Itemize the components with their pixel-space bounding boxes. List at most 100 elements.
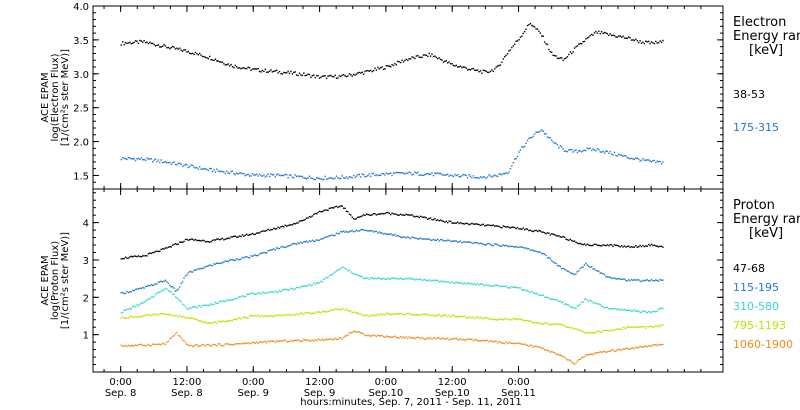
data-point (341, 266, 343, 268)
data-point (481, 177, 483, 179)
data-point (314, 312, 316, 314)
data-point (478, 284, 480, 286)
data-point (273, 227, 275, 230)
data-point (595, 243, 597, 246)
data-point (425, 173, 427, 175)
data-point (522, 227, 524, 229)
data-point (515, 157, 517, 160)
data-point (573, 47, 576, 49)
data-point (640, 311, 643, 313)
data-point (419, 314, 422, 316)
data-point (543, 322, 546, 324)
data-point (146, 41, 148, 43)
data-point (345, 334, 348, 337)
data-point (639, 160, 641, 162)
data-point (462, 338, 465, 341)
data-point (203, 322, 205, 324)
data-point (586, 37, 589, 39)
data-point (559, 57, 561, 59)
data-point (551, 298, 553, 301)
x-tick-date: Sep. 8 (171, 388, 203, 399)
data-point (596, 270, 599, 272)
data-point (488, 318, 490, 320)
data-point (533, 250, 536, 252)
data-point (491, 224, 493, 227)
data-point (324, 175, 326, 178)
data-point (468, 174, 470, 176)
data-point (333, 178, 335, 180)
data-point (586, 332, 589, 334)
data-point (199, 52, 201, 55)
data-point (427, 218, 429, 220)
data-point (258, 316, 261, 318)
data-point (311, 339, 313, 341)
data-point (236, 258, 238, 260)
data-point (407, 236, 409, 238)
data-point (194, 318, 197, 320)
data-point (287, 224, 289, 227)
data-point (375, 69, 378, 71)
data-point (210, 264, 212, 267)
data-point (209, 55, 211, 58)
data-point (338, 337, 341, 340)
data-point (238, 172, 241, 174)
data-point (371, 314, 373, 316)
data-point (635, 245, 637, 247)
data-point (479, 316, 482, 319)
data-point (589, 244, 591, 247)
data-point (134, 255, 137, 257)
data-point (189, 52, 191, 54)
data-point (374, 277, 376, 279)
data-point (340, 75, 342, 78)
data-point (642, 310, 644, 312)
data-point (583, 332, 586, 334)
data-point (458, 66, 460, 68)
data-point (559, 145, 561, 147)
data-point (251, 314, 254, 317)
data-point (290, 244, 292, 246)
data-point (358, 274, 360, 277)
data-point (408, 58, 410, 60)
data-point (380, 174, 382, 176)
data-point (167, 282, 170, 285)
data-point (263, 70, 265, 73)
data-point (257, 175, 259, 177)
data-point (268, 249, 271, 251)
data-point (196, 269, 198, 271)
data-point (602, 329, 604, 332)
data-point (593, 301, 596, 304)
data-point (425, 217, 427, 219)
data-point (392, 172, 395, 174)
data-point (171, 286, 174, 288)
data-point (344, 177, 346, 179)
data-point (274, 315, 276, 317)
data-point (397, 234, 399, 237)
data-point (137, 255, 140, 257)
data-point (457, 316, 459, 318)
data-point (571, 52, 573, 55)
data-point (169, 313, 171, 315)
data-point (615, 328, 617, 331)
data-point (508, 318, 510, 320)
data-point (317, 338, 319, 340)
data-point (268, 70, 271, 72)
data-point (424, 238, 426, 240)
data-point (337, 177, 339, 179)
data-point (126, 42, 128, 45)
data-point (643, 280, 646, 282)
data-point (437, 337, 439, 339)
data-point (137, 305, 140, 307)
data-point (412, 337, 415, 339)
data-point (143, 255, 145, 257)
data-point (496, 243, 499, 246)
legend-entry: 175-315 (733, 121, 779, 134)
data-point (127, 317, 130, 319)
data-point (333, 309, 335, 311)
data-point (415, 237, 417, 239)
data-point (367, 277, 369, 279)
data-point (313, 240, 315, 243)
data-point (308, 73, 311, 76)
data-point (256, 173, 258, 175)
data-point (652, 280, 654, 282)
data-point (248, 293, 251, 295)
